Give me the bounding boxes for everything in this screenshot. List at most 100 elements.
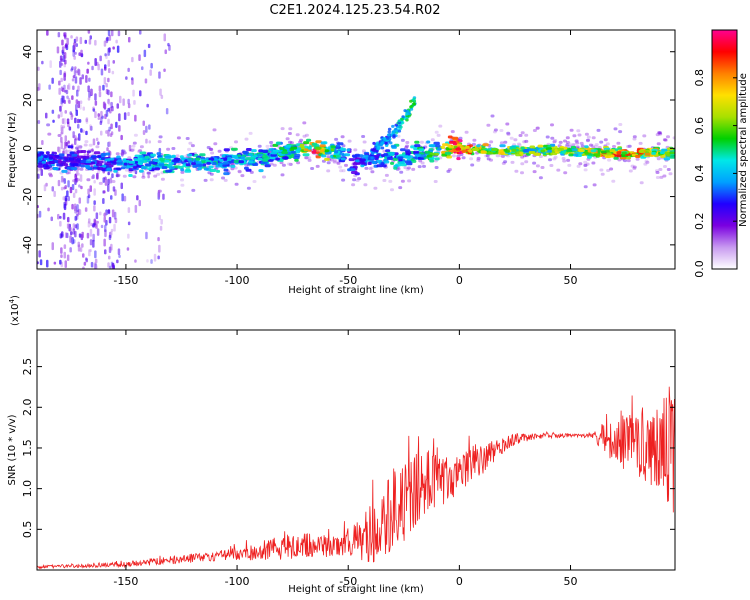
spectrogram-cell bbox=[122, 98, 125, 106]
spectrogram-cell bbox=[655, 176, 660, 179]
spectrogram-cell bbox=[132, 89, 135, 97]
spectrogram-cell bbox=[60, 254, 63, 259]
spectrogram-cell bbox=[367, 162, 372, 165]
spectrogram-cell bbox=[394, 123, 398, 127]
spectrogram-cell bbox=[165, 108, 169, 115]
spectrogram-cell bbox=[561, 150, 566, 154]
spectrogram-cell bbox=[310, 167, 315, 170]
spectrogram-cell bbox=[59, 69, 62, 76]
spectrogram-cell bbox=[332, 160, 337, 164]
spectrogram-cell bbox=[74, 66, 77, 70]
spectrogram-cell bbox=[405, 112, 409, 116]
spectrogram-cell bbox=[503, 160, 508, 164]
colorbar-tick-label: 0.2 bbox=[693, 212, 706, 230]
spectrogram-cell bbox=[420, 154, 427, 158]
spectrogram-cell bbox=[626, 145, 631, 148]
spectrogram-cell bbox=[93, 151, 101, 155]
spectrogram-cell bbox=[90, 88, 93, 96]
spectrogram-cell bbox=[660, 155, 668, 158]
spectrogram-cell bbox=[187, 147, 191, 151]
spectrogram-cell bbox=[148, 124, 151, 130]
spectrogram-cell bbox=[87, 221, 91, 228]
spectrogram-cell bbox=[138, 149, 143, 153]
spectrogram-cell bbox=[74, 188, 78, 194]
spectrogram-cell bbox=[324, 149, 330, 153]
spectrogram-cell bbox=[659, 151, 665, 154]
spectrogram-cell bbox=[362, 154, 369, 158]
spectrogram-cell bbox=[623, 159, 627, 163]
spectrogram-cell bbox=[666, 168, 671, 171]
spectrogram-cell bbox=[69, 111, 72, 116]
spectrogram-cell bbox=[409, 105, 413, 109]
spectrogram-cell bbox=[583, 185, 588, 189]
spectrogram-cell bbox=[49, 174, 53, 178]
spectrogram-cell bbox=[70, 153, 78, 157]
spectrogram-cell bbox=[72, 192, 76, 198]
spectrogram-cell bbox=[146, 171, 151, 175]
spectrogram-cell bbox=[566, 141, 570, 144]
spectrogram-cell bbox=[369, 166, 374, 170]
spectrogram-cell bbox=[130, 148, 135, 152]
spectrogram-cell bbox=[307, 156, 312, 160]
spectrogram-cell bbox=[275, 157, 280, 161]
spectrogram-cell bbox=[351, 183, 356, 187]
spectrogram-cell bbox=[103, 212, 106, 217]
spectrogram-cell bbox=[74, 224, 78, 229]
spectrogram-cell bbox=[116, 45, 120, 53]
spectrogram-cell bbox=[260, 161, 268, 165]
spectrogram-cell bbox=[138, 159, 145, 163]
spectrogram-cell bbox=[208, 157, 215, 161]
spectrogram-cell bbox=[50, 216, 53, 222]
colorbar-tick-label: 0.0 bbox=[693, 260, 706, 278]
spectrogram-cell bbox=[334, 150, 339, 154]
spectrogram-cell bbox=[290, 146, 298, 150]
spectrogram-cell bbox=[160, 218, 163, 225]
spectrogram-cell bbox=[94, 263, 98, 269]
spectrogram-cell bbox=[77, 244, 81, 252]
spectrogram-cell bbox=[64, 135, 67, 142]
spectrogram-cell bbox=[86, 178, 91, 182]
spectrogram-cell bbox=[163, 33, 166, 42]
spectrogram-cell bbox=[326, 161, 331, 165]
colorbar: 0.0 0.2 0.4 0.6 0.8 Normalized spectral ampl… bbox=[693, 29, 749, 278]
spectrogram-cell bbox=[64, 141, 67, 149]
spectrogram-cell bbox=[400, 179, 405, 183]
spectrogram-cell bbox=[248, 153, 253, 157]
spectrogram-cell bbox=[520, 155, 525, 159]
spectrogram-cell bbox=[158, 147, 162, 153]
spectrogram-cell bbox=[399, 125, 403, 129]
spectrogram-cell bbox=[87, 194, 91, 199]
spectrogram-cell bbox=[222, 164, 227, 168]
spectrogram-cell bbox=[90, 125, 93, 131]
spectrogram-cell bbox=[78, 69, 81, 77]
spectrogram-y-ticks: -40 -20 0 20 40 bbox=[21, 45, 675, 254]
spectrogram-cell bbox=[319, 144, 326, 148]
spectrogram-cell bbox=[476, 144, 481, 148]
spectrogram-cell bbox=[524, 160, 529, 164]
spectrogram-cell bbox=[115, 174, 120, 178]
spectrogram-cell bbox=[67, 180, 70, 188]
spectrogram-cell bbox=[476, 156, 481, 160]
spectrogram-cell bbox=[110, 101, 113, 109]
spectrogram-cell bbox=[524, 139, 529, 143]
spectrogram-cell bbox=[666, 135, 670, 139]
spectrogram-cell bbox=[92, 108, 96, 112]
spectrogram-cell bbox=[126, 247, 130, 251]
spectrogram-cell bbox=[583, 168, 588, 172]
spectrogram-cell bbox=[138, 155, 144, 158]
spectrogram-cell bbox=[127, 221, 131, 226]
spectrogram-cell bbox=[120, 182, 123, 190]
spectrogram-cell bbox=[59, 60, 62, 68]
y-tick-label: 0.5 bbox=[21, 521, 34, 539]
spectrogram-cell bbox=[593, 153, 601, 157]
spectrogram-cell bbox=[493, 128, 498, 132]
spectrogram-cell bbox=[571, 143, 576, 147]
spectrogram-cell bbox=[64, 158, 69, 161]
spectrogram-cell bbox=[437, 147, 442, 151]
spectrogram-cell bbox=[303, 156, 308, 160]
spectrogram-cell bbox=[66, 223, 70, 229]
spectrogram-cell bbox=[75, 36, 79, 42]
spectrogram-cell bbox=[60, 62, 64, 66]
spectrogram-cell bbox=[230, 164, 236, 168]
spectrogram-cell bbox=[472, 148, 479, 151]
